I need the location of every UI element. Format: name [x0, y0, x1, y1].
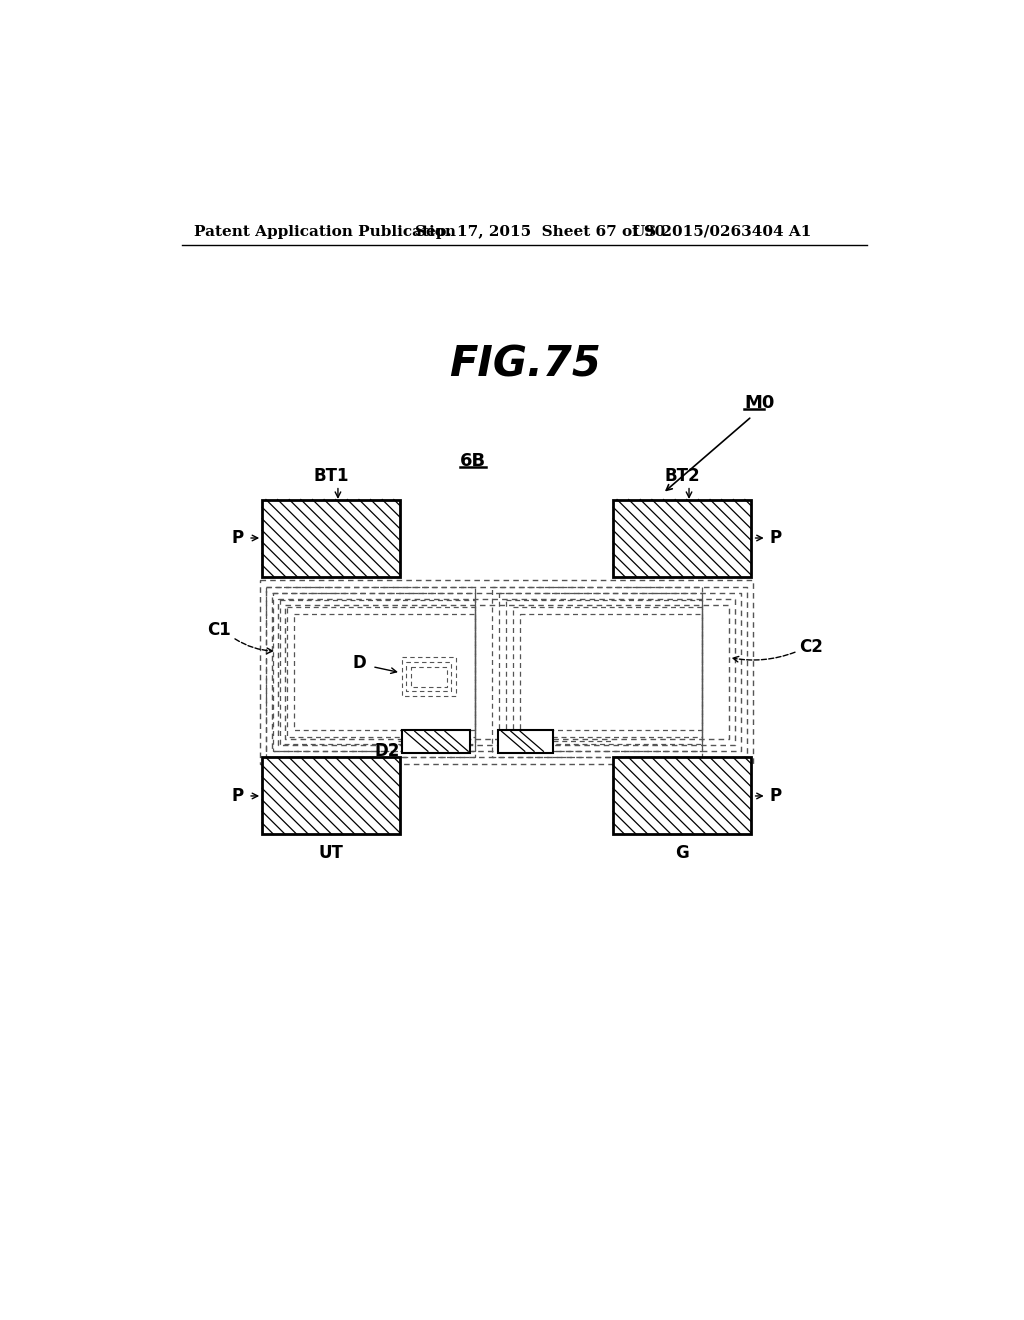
Bar — [262, 758, 400, 834]
Text: C1: C1 — [208, 620, 231, 639]
Bar — [613, 758, 751, 834]
Bar — [499, 730, 553, 752]
Text: UT: UT — [318, 843, 343, 862]
Text: M0: M0 — [744, 395, 774, 412]
Text: G: G — [675, 843, 689, 862]
Bar — [613, 499, 751, 577]
Text: C2: C2 — [800, 639, 823, 656]
Text: FIG.75: FIG.75 — [450, 343, 601, 385]
Bar — [401, 730, 470, 752]
Text: D2: D2 — [375, 742, 400, 760]
Text: BT2: BT2 — [665, 467, 700, 486]
Text: P: P — [231, 787, 244, 805]
Bar — [262, 499, 400, 577]
Text: BT1: BT1 — [313, 467, 349, 486]
Text: 6B: 6B — [460, 451, 485, 470]
Text: Sep. 17, 2015  Sheet 67 of 90: Sep. 17, 2015 Sheet 67 of 90 — [415, 224, 665, 239]
Text: P: P — [770, 529, 782, 546]
Text: D: D — [352, 653, 366, 672]
Text: P: P — [770, 787, 782, 805]
Text: P: P — [231, 529, 244, 546]
Text: US 2015/0263404 A1: US 2015/0263404 A1 — [632, 224, 811, 239]
Text: Patent Application Publication: Patent Application Publication — [194, 224, 456, 239]
